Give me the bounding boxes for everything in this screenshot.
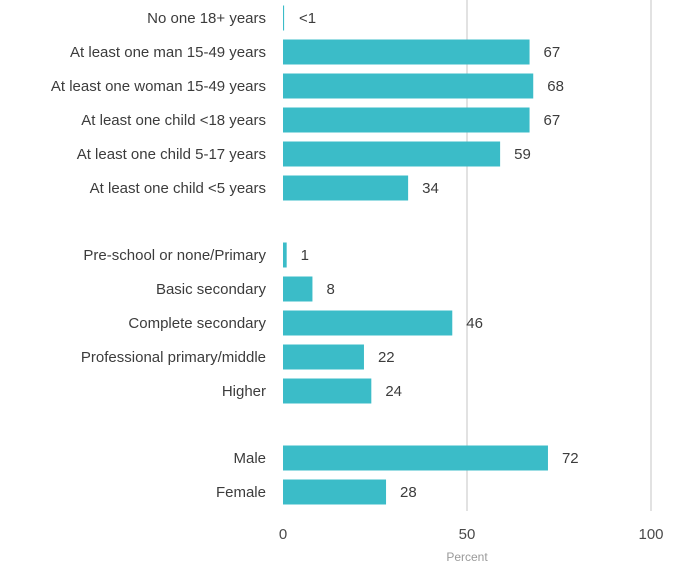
value-labels: <1 67 68 67 59 34 18 46 22 24 72 28: [299, 10, 579, 501]
category-label: Pre-school or none/Primary: [83, 247, 266, 264]
bar: [283, 276, 313, 302]
category-label: Higher: [222, 383, 266, 400]
value-label: 46: [466, 315, 483, 332]
bar: [283, 107, 530, 133]
bar: [283, 73, 534, 99]
bar: [283, 479, 387, 505]
value-label: 22: [378, 349, 395, 366]
bar: [283, 141, 501, 167]
category-label: At least one woman 15-49 years: [51, 78, 266, 95]
bar: [283, 39, 530, 65]
value-label: 68: [547, 78, 564, 95]
value-label: 59: [514, 146, 531, 163]
bars: [283, 5, 548, 505]
value-label: 24: [385, 383, 402, 400]
value-label: <1: [299, 10, 316, 27]
category-label: Basic secondary: [156, 281, 267, 298]
x-tick-label: 50: [459, 526, 476, 543]
bar: [283, 445, 548, 471]
value-label: 8: [326, 281, 334, 298]
category-label: Female: [216, 484, 266, 501]
bar: [283, 344, 364, 370]
category-label: At least one child <5 years: [90, 180, 266, 197]
category-label: At least one child 5-17 years: [77, 146, 266, 163]
category-label: Male: [233, 450, 266, 467]
value-label: 28: [400, 484, 417, 501]
x-axis-title: Percent: [446, 550, 488, 564]
x-tick-label: 100: [638, 526, 663, 543]
value-label: 67: [544, 44, 561, 61]
value-label: 72: [562, 450, 579, 467]
bar: [283, 378, 372, 404]
bar: [283, 242, 287, 268]
value-label: 1: [301, 247, 309, 264]
category-labels: No one 18+ years At least one man 15-49 y…: [51, 10, 267, 501]
x-tick-label: 0: [279, 526, 287, 543]
category-label: At least one child <18 years: [81, 112, 266, 129]
category-label: At least one man 15-49 years: [70, 44, 266, 61]
bar: [283, 5, 285, 31]
x-axis-ticks: 0 50 100: [279, 526, 664, 543]
value-label: 34: [422, 180, 439, 197]
bar: [283, 175, 409, 201]
category-label: Professional primary/middle: [81, 349, 266, 366]
category-label: No one 18+ years: [147, 10, 266, 27]
bar: [283, 310, 453, 336]
value-label: 67: [544, 112, 561, 129]
category-label: Complete secondary: [128, 315, 266, 332]
